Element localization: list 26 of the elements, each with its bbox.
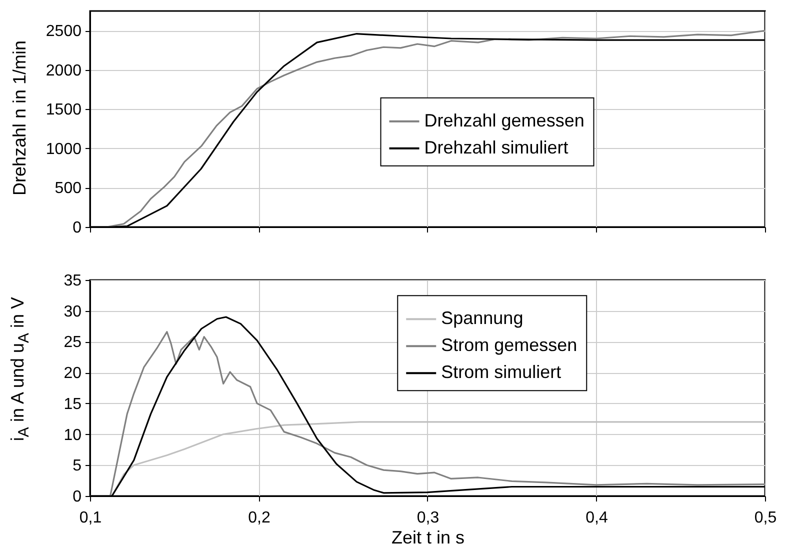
y-tick-label: 500 — [54, 180, 82, 198]
legend-label: Spannung — [441, 308, 524, 328]
y-tick-label: 2500 — [46, 23, 82, 40]
y-tick-label: 1500 — [46, 102, 82, 119]
x-tick-label: 0,2 — [248, 510, 270, 526]
y-tick-label: 15 — [64, 396, 82, 413]
y-tick-label: 0 — [72, 220, 82, 236]
x-tick-label: 0,5 — [754, 510, 777, 526]
y-tick-label: 20 — [64, 365, 82, 382]
x-axis-title: Zeit t in s — [391, 528, 465, 548]
x-tick-label: 0,4 — [586, 510, 608, 526]
y-tick-label: 10 — [64, 426, 82, 444]
legend-label: Strom simuliert — [441, 362, 562, 382]
y-tick-label: 25 — [64, 334, 82, 352]
x-tick-label: 0,3 — [416, 510, 440, 526]
y-tick-label: 2000 — [46, 62, 82, 80]
legend-label: Drehzahl gemessen — [424, 110, 584, 130]
y-axis-title: Drehzahl n in 1/min — [10, 40, 30, 196]
y-tick-label: 5 — [72, 458, 82, 475]
y-tick-label: 0 — [72, 488, 82, 506]
y-tick-label: 30 — [64, 303, 82, 320]
legend-label: Strom gemessen — [441, 335, 578, 356]
legend-label: Drehzahl simuliert — [424, 137, 568, 158]
x-tick-label: 0,1 — [79, 510, 102, 526]
y-tick-label: 35 — [64, 272, 82, 290]
y-tick-label: 1000 — [46, 140, 82, 158]
